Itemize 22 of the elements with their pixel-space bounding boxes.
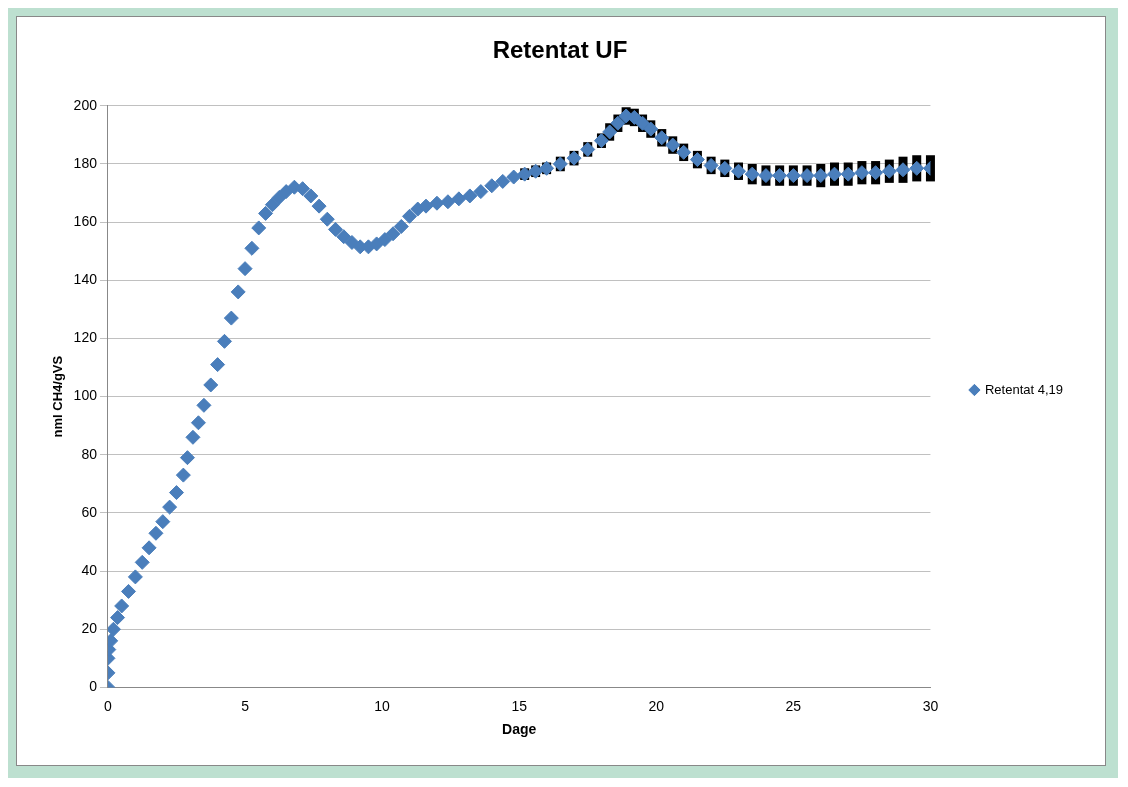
y-axis-title: nml CH4/gVS — [50, 355, 66, 438]
x-tick-label: 30 — [922, 697, 939, 714]
y-tick-label: 160 — [73, 212, 98, 229]
y-tick-label: 140 — [73, 271, 98, 288]
y-tick-label: 120 — [73, 329, 98, 346]
x-tick-label: 10 — [374, 697, 391, 714]
x-tick-label: 0 — [104, 697, 113, 714]
chart-title: Retentat UF — [492, 36, 628, 64]
x-axis-title: Dage — [502, 721, 537, 738]
y-tick-label: 40 — [81, 561, 98, 578]
y-tick-label: 60 — [81, 503, 98, 520]
x-tick-label: 25 — [785, 697, 802, 714]
x-tick-label: 15 — [511, 697, 528, 714]
x-tick-label: 5 — [241, 697, 250, 714]
y-tick-label: 80 — [81, 445, 98, 462]
y-tick-label: 0 — [89, 678, 98, 695]
y-tick-label: 200 — [73, 96, 98, 113]
x-tick-label: 20 — [648, 697, 665, 714]
y-tick-label: 20 — [81, 620, 98, 637]
y-tick-label: 180 — [73, 154, 98, 171]
legend-label: Retentat 4,19 — [984, 381, 1064, 397]
y-tick-label: 100 — [73, 387, 98, 404]
